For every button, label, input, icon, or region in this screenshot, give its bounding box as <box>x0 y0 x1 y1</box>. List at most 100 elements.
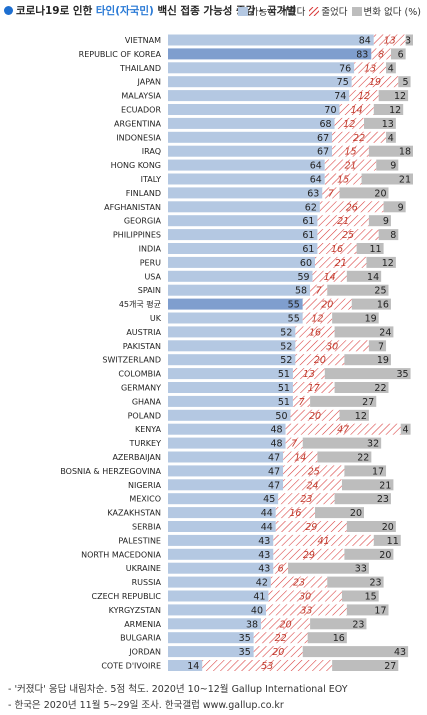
value-label-decrease: 19 <box>369 77 381 88</box>
value-label-nochange: 13 <box>382 119 394 130</box>
bar-nochange <box>310 395 377 407</box>
legend-label-nochange: 변화 없다 (%) <box>363 7 421 18</box>
bar-nochange <box>307 632 347 644</box>
value-label-nochange: 23 <box>377 494 389 505</box>
bar-increase <box>168 548 274 560</box>
value-label-nochange: 20 <box>374 188 386 199</box>
chart-row: COTE D'IVOIRE 14 53 27 <box>101 660 399 672</box>
bar-decrease <box>292 368 325 380</box>
bar-nochange <box>341 479 394 491</box>
value-label-decrease: 16 <box>331 244 343 255</box>
legend-swatch-nochange <box>351 7 362 16</box>
value-label-nochange: 23 <box>370 578 382 589</box>
bar-decrease <box>371 48 391 60</box>
value-label-increase: 59 <box>297 272 309 283</box>
value-label-decrease: 20 <box>280 619 292 630</box>
bar-increase <box>168 270 313 282</box>
chart-row: RUSSIA 42 23 23 <box>132 576 384 589</box>
bar-nochange <box>317 451 372 463</box>
bar-nochange <box>368 340 387 352</box>
bar-decrease <box>273 562 289 574</box>
value-label-nochange: 22 <box>357 453 369 464</box>
value-label-nochange: 35 <box>396 369 408 380</box>
value-label-nochange: 25 <box>374 286 386 297</box>
bar-increase <box>168 145 333 157</box>
value-label-decrease: 29 <box>303 550 315 561</box>
value-label-increase: 67 <box>317 133 329 144</box>
value-label-nochange: 3 <box>405 36 411 47</box>
bar-nochange <box>368 145 413 157</box>
bar-decrease <box>322 187 340 199</box>
value-label-nochange: 5 <box>403 77 409 88</box>
value-label-nochange: 21 <box>399 175 411 186</box>
value-label-nochange: 6 <box>398 49 404 60</box>
chart-row: AZERBAIJAN 47 14 22 <box>112 451 372 464</box>
bar-decrease <box>295 326 335 338</box>
row-label: SPAIN <box>138 286 161 295</box>
value-label-decrease: 22 <box>275 633 287 644</box>
value-label-increase: 83 <box>356 49 368 60</box>
bar-increase <box>168 354 296 366</box>
bar-increase <box>168 409 291 421</box>
chart-row: SPAIN 58 7 25 <box>138 284 389 297</box>
bar-increase <box>168 604 266 616</box>
legend-label-decrease: 줄었다 <box>321 7 348 18</box>
footer-note-1: - '커졌다' 응답 내림차순. 5점 척도. 2020년 10~12월 Gal… <box>8 684 348 695</box>
bar-nochange <box>351 298 391 310</box>
bar-nochange <box>334 493 391 505</box>
chart-title: 코로나19로 인한 타인(자국민) 백신 접종 가능성 증감 - 국가별 <box>4 3 296 19</box>
value-label-decrease: 23 <box>300 494 312 505</box>
value-label-decrease: 23 <box>293 578 305 589</box>
bar-decrease <box>317 229 379 241</box>
value-label-increase: 84 <box>359 36 371 47</box>
chart-row: UKRAINE 43 6 33 <box>126 562 369 575</box>
bar-increase <box>168 451 284 463</box>
bar-increase <box>168 437 286 449</box>
chart-row: BULGARIA 35 22 16 <box>120 632 347 644</box>
value-label-nochange: 19 <box>377 355 389 366</box>
row-label: AUSTRIA <box>126 328 161 337</box>
value-label-nochange: 16 <box>377 300 389 311</box>
value-label-increase: 68 <box>320 119 332 130</box>
row-label: USA <box>144 272 161 281</box>
bar-increase <box>168 465 284 477</box>
row-label: CZECH REPUBLIC <box>92 592 162 601</box>
row-label: SERBIA <box>132 523 162 532</box>
bar-nochange <box>315 507 364 519</box>
row-label: KYRGYZSTAN <box>109 606 161 615</box>
value-label-increase: 70 <box>324 105 336 116</box>
row-label: PERU <box>140 258 161 267</box>
bar-decrease <box>273 548 345 560</box>
value-label-decrease: 14 <box>351 105 363 116</box>
value-label-nochange: 11 <box>387 536 399 547</box>
value-label-increase: 38 <box>246 619 258 630</box>
value-label-decrease: 47 <box>337 425 349 436</box>
value-label-nochange: 4 <box>403 425 409 436</box>
value-label-increase: 47 <box>268 480 280 491</box>
bar-nochange <box>346 270 382 282</box>
row-label: IRAQ <box>142 147 161 156</box>
row-label: AZERBAIJAN <box>112 453 161 462</box>
value-label-decrease: 12 <box>311 314 323 325</box>
chart-row: PALESTINE 43 41 11 <box>118 534 401 547</box>
bar-increase <box>168 368 293 380</box>
bar-increase <box>168 521 276 532</box>
bar-nochange <box>339 187 389 199</box>
bar-nochange <box>361 173 413 185</box>
value-label-increase: 14 <box>187 661 199 672</box>
row-label: INDIA <box>139 245 162 254</box>
value-label-increase: 75 <box>337 77 349 88</box>
bar-increase <box>168 590 269 602</box>
value-label-nochange: 43 <box>394 647 406 658</box>
value-label-increase: 47 <box>268 466 280 477</box>
bar-nochange <box>390 48 406 60</box>
value-label-decrease: 30 <box>299 592 311 603</box>
chart-row: NIGERIA 47 24 21 <box>128 479 394 491</box>
value-label-increase: 61 <box>302 216 314 227</box>
value-label-increase: 41 <box>253 592 265 603</box>
bar-nochange <box>376 159 399 171</box>
chart-row: ITALY 64 15 21 <box>141 173 413 186</box>
value-label-increase: 51 <box>278 397 290 408</box>
chart-row: COLOMBIA 51 13 35 <box>118 368 411 380</box>
